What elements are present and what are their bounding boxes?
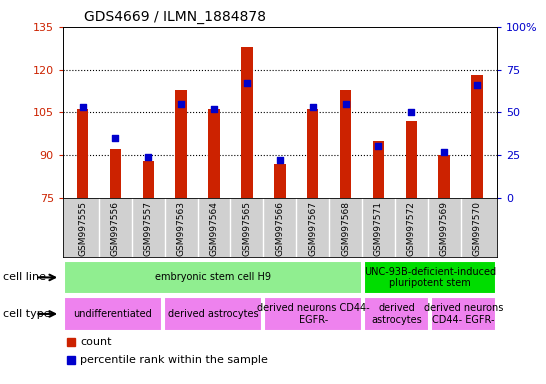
Text: GSM997568: GSM997568: [341, 201, 350, 256]
Text: GDS4669 / ILMN_1884878: GDS4669 / ILMN_1884878: [85, 10, 266, 25]
Bar: [307, 109, 318, 198]
Text: percentile rank within the sample: percentile rank within the sample: [80, 355, 268, 365]
Text: GSM997565: GSM997565: [242, 201, 252, 256]
Bar: [175, 89, 187, 198]
Text: GSM997556: GSM997556: [111, 201, 120, 256]
Bar: [364, 297, 429, 331]
Text: GSM997563: GSM997563: [177, 201, 186, 256]
Point: [242, 80, 251, 86]
Text: GSM997569: GSM997569: [440, 201, 449, 256]
Bar: [264, 297, 363, 331]
Text: embryonic stem cell H9: embryonic stem cell H9: [155, 272, 271, 283]
Bar: [431, 297, 496, 331]
Point: [308, 104, 317, 110]
Text: cell line: cell line: [3, 272, 46, 283]
Point: [374, 144, 383, 150]
Bar: [340, 89, 351, 198]
Bar: [471, 75, 483, 198]
Text: cell type: cell type: [3, 309, 50, 319]
Point: [440, 149, 449, 155]
Text: derived neurons CD44-
EGFR-: derived neurons CD44- EGFR-: [257, 303, 370, 325]
Text: derived astrocytes: derived astrocytes: [168, 309, 258, 319]
Point: [341, 101, 350, 107]
Point: [407, 109, 416, 116]
Bar: [77, 109, 88, 198]
Text: undifferentiated: undifferentiated: [74, 309, 152, 319]
Text: GSM997570: GSM997570: [473, 201, 482, 256]
Point: [111, 135, 120, 141]
Point: [276, 157, 284, 163]
Text: UNC-93B-deficient-induced
pluripotent stem: UNC-93B-deficient-induced pluripotent st…: [364, 266, 496, 288]
Text: derived
astrocytes: derived astrocytes: [371, 303, 422, 325]
Point: [78, 104, 87, 110]
Bar: [364, 261, 496, 294]
Text: derived neurons
CD44- EGFR-: derived neurons CD44- EGFR-: [424, 303, 503, 325]
Text: GSM997564: GSM997564: [210, 201, 218, 256]
Bar: [209, 109, 220, 198]
Bar: [64, 297, 162, 331]
Bar: [406, 121, 417, 198]
Point: [177, 101, 186, 107]
Point: [144, 154, 153, 160]
Bar: [110, 149, 121, 198]
Text: GSM997567: GSM997567: [308, 201, 317, 256]
Point: [210, 106, 218, 112]
Text: GSM997566: GSM997566: [275, 201, 284, 256]
Bar: [438, 155, 450, 198]
Text: GSM997571: GSM997571: [374, 201, 383, 256]
Text: count: count: [80, 337, 111, 347]
Bar: [373, 141, 384, 198]
Point: [473, 82, 482, 88]
Bar: [241, 47, 253, 198]
Bar: [274, 164, 286, 198]
Bar: [143, 161, 154, 198]
Text: GSM997557: GSM997557: [144, 201, 153, 256]
Bar: [164, 297, 262, 331]
Text: GSM997555: GSM997555: [78, 201, 87, 256]
Bar: [64, 261, 363, 294]
Text: GSM997572: GSM997572: [407, 201, 416, 256]
